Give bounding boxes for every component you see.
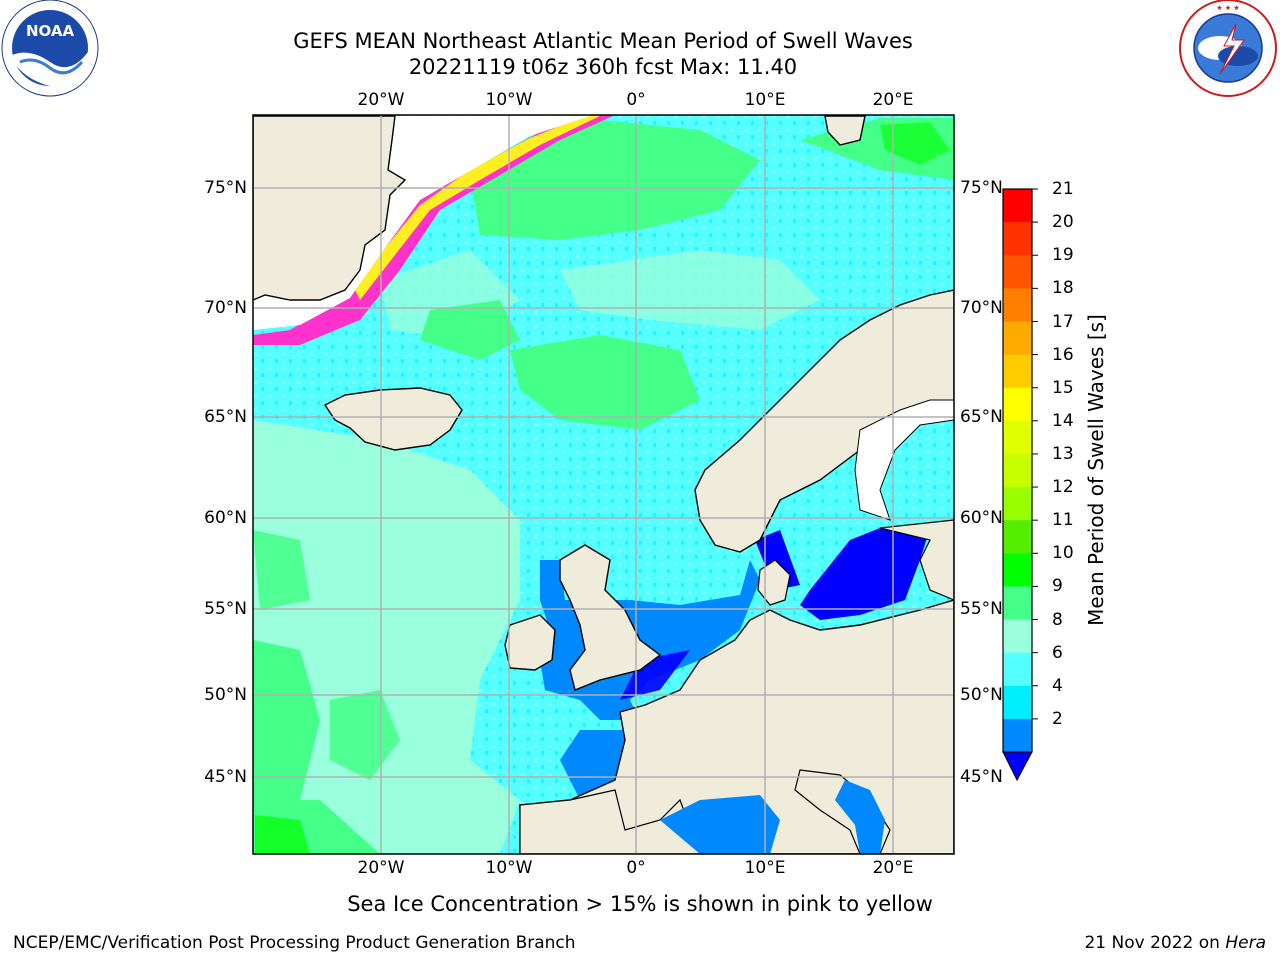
- colorbar-tick-label: 12: [1052, 477, 1074, 498]
- lon-label-top-10e: 10°E: [744, 90, 786, 110]
- colorbar-band: [1003, 553, 1032, 588]
- colorbar-tick-label: 15: [1052, 377, 1074, 398]
- colorbar-band: [1003, 354, 1032, 389]
- footer-run-info: 21 Nov 2022 on Hera: [1084, 933, 1266, 953]
- lon-label-top-0: 0°: [626, 90, 646, 110]
- lat-label-left-65n: 65°N: [204, 407, 247, 427]
- footer-producer: NCEP/EMC/Verification Post Processing Pr…: [13, 933, 576, 953]
- colorbar-band: [1003, 487, 1032, 521]
- lat-label-left-70n: 70°N: [204, 298, 247, 318]
- colorbar-band: [1003, 222, 1032, 256]
- colorbar-band: [1003, 189, 1032, 223]
- colorbar-band: [1003, 718, 1032, 753]
- colorbar-tick-label: 17: [1052, 311, 1074, 332]
- colorbar-band: [1003, 420, 1032, 455]
- sea-ice-caption: Sea Ice Concentration > 15% is shown in …: [347, 892, 933, 916]
- colorbar-band: [1003, 453, 1032, 488]
- lon-label-bottom-10w: 10°W: [485, 858, 533, 878]
- noaa-logo-text: NOAA: [26, 22, 75, 40]
- colorbar-tick-label: 9: [1052, 576, 1063, 597]
- colorbar-tick-label: 14: [1052, 410, 1074, 431]
- colorbar-band: [1003, 652, 1032, 687]
- colorbar-band: [1003, 586, 1032, 621]
- lat-label-left-75n: 75°N: [204, 178, 247, 198]
- colorbar-band: [1003, 255, 1032, 289]
- lon-label-top-20w: 20°W: [357, 90, 405, 110]
- map-subtitle: 20221119 t06z 360h fcst Max: 11.40: [408, 55, 798, 79]
- colorbar-tick-label: 13: [1052, 443, 1074, 464]
- colorbar-tick-label: 21: [1052, 179, 1074, 199]
- footer-host: Hera: [1225, 933, 1266, 953]
- colorbar-frame: [1002, 188, 1033, 753]
- lon-label-bottom-0: 0°: [626, 858, 646, 878]
- map-title: GEFS MEAN Northeast Atlantic Mean Period…: [293, 29, 913, 53]
- lon-label-bottom-10e: 10°E: [744, 858, 786, 878]
- colorbar-tick-label: 20: [1052, 212, 1074, 233]
- colorbar-tick-label: 18: [1052, 278, 1074, 299]
- map-gridlines: [253, 115, 954, 854]
- lat-label-right-55n: 55°N: [960, 599, 1003, 619]
- lon-label-top-20e: 20°E: [872, 90, 914, 110]
- lat-label-left-50n: 50°N: [204, 685, 247, 705]
- colorbar-band: [1003, 288, 1032, 323]
- footer-date: 21 Nov 2022 on: [1084, 933, 1226, 953]
- colorbar-band: [1003, 520, 1032, 554]
- colorbar-band: [1003, 685, 1032, 720]
- lon-label-top-10w: 10°W: [485, 90, 533, 110]
- lat-label-right-60n: 60°N: [960, 508, 1003, 528]
- colorbar-tick-label: 8: [1052, 609, 1063, 630]
- lat-label-right-65n: 65°N: [960, 407, 1003, 427]
- colorbar: [1002, 188, 1038, 782]
- nws-logo: ★ ★ ★: [1179, 0, 1277, 97]
- colorbar-band: [1003, 387, 1032, 422]
- lat-label-left-60n: 60°N: [204, 508, 247, 528]
- noaa-logo: NOAA: [1, 0, 99, 97]
- lat-label-right-45n: 45°N: [960, 767, 1003, 787]
- colorbar-tick-label: 16: [1052, 344, 1074, 365]
- lat-label-left-55n: 55°N: [204, 599, 247, 619]
- swell-period-map: [252, 114, 955, 855]
- lat-label-left-45n: 45°N: [204, 767, 247, 787]
- colorbar-tick-label: 2: [1052, 708, 1063, 729]
- colorbar-title: Mean Period of Swell Waves [s]: [1084, 314, 1108, 626]
- colorbar-band: [1003, 321, 1032, 356]
- lon-label-bottom-20e: 20°E: [872, 858, 914, 878]
- colorbar-band: [1003, 619, 1032, 654]
- colorbar-tick-label: 6: [1052, 642, 1063, 663]
- lat-label-right-75n: 75°N: [960, 178, 1003, 198]
- lon-label-bottom-20w: 20°W: [357, 858, 405, 878]
- colorbar-tick-label: 10: [1052, 543, 1074, 564]
- colorbar-tick-label: 19: [1052, 245, 1074, 266]
- colorbar-tick-label: 4: [1052, 675, 1063, 696]
- lat-label-right-50n: 50°N: [960, 685, 1003, 705]
- svg-text:★ ★ ★: ★ ★ ★: [1216, 4, 1239, 12]
- map-frame: [252, 114, 955, 855]
- colorbar-under-arrow: [1002, 751, 1033, 782]
- colorbar-tick-label: 11: [1052, 510, 1074, 531]
- lat-label-right-70n: 70°N: [960, 298, 1003, 318]
